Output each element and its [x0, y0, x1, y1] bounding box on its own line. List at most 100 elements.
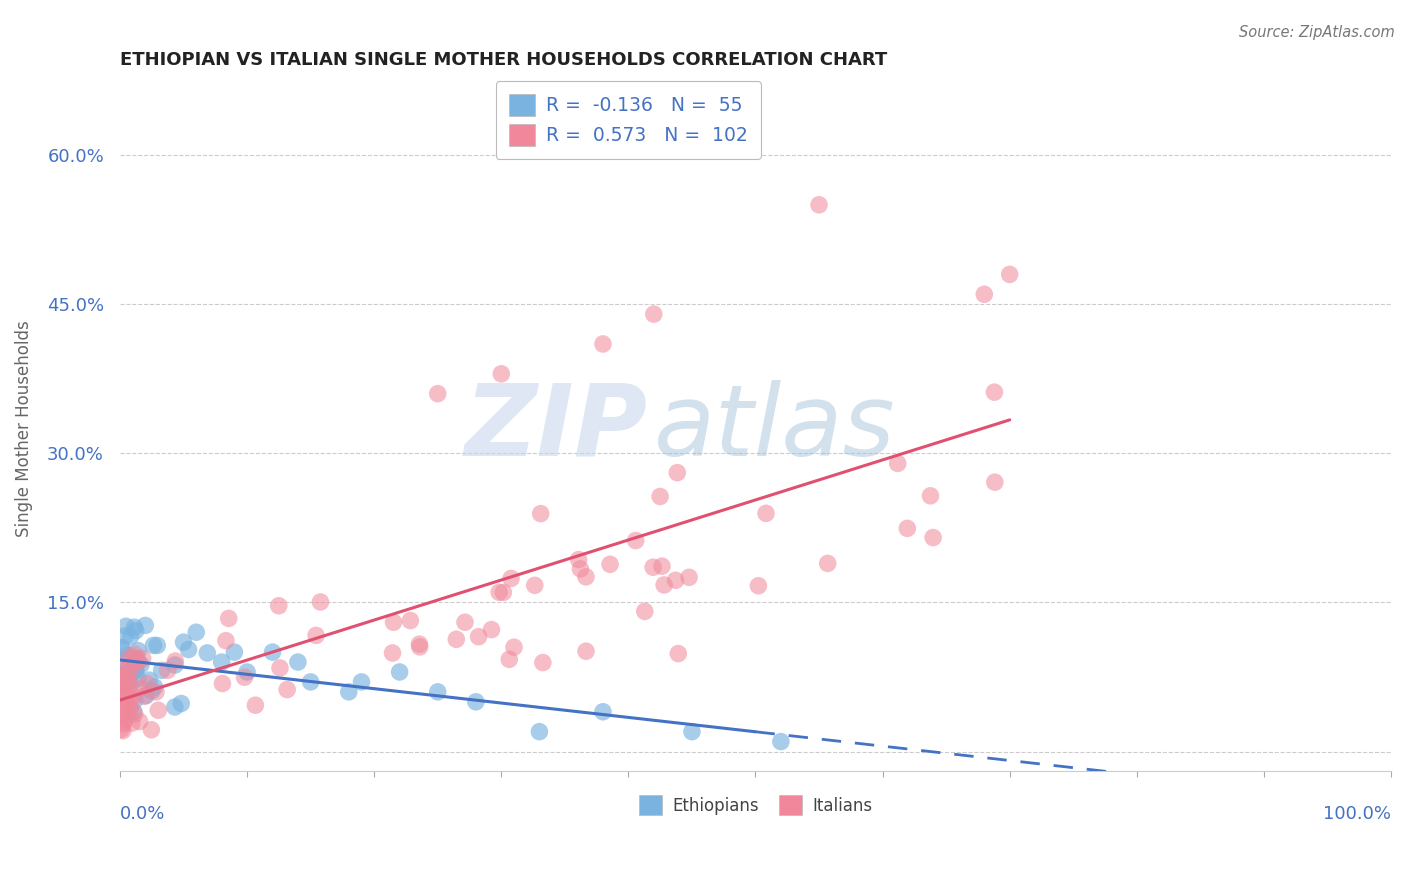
Point	[984, 475, 1007, 490]
Point	[575, 570, 598, 584]
Point	[124, 707, 146, 722]
Point	[110, 666, 132, 681]
Point	[467, 630, 489, 644]
Point	[236, 665, 259, 679]
Point	[299, 675, 322, 690]
Point	[643, 307, 665, 321]
Point	[138, 673, 160, 688]
Point	[523, 578, 546, 592]
Point	[114, 697, 136, 711]
Point	[651, 559, 673, 574]
Point	[399, 614, 422, 628]
Point	[568, 552, 591, 566]
Point	[115, 668, 138, 682]
Text: Source: ZipAtlas.com: Source: ZipAtlas.com	[1239, 25, 1395, 40]
Point	[125, 664, 148, 678]
Text: 100.0%: 100.0%	[1323, 805, 1391, 823]
Point	[115, 709, 138, 723]
Point	[120, 667, 142, 681]
Point	[141, 723, 163, 737]
Point	[922, 531, 945, 545]
Point	[165, 654, 187, 668]
Point	[128, 655, 150, 669]
Point	[305, 628, 328, 642]
Point	[115, 698, 138, 713]
Point	[599, 558, 621, 572]
Point	[492, 585, 515, 599]
Point	[426, 685, 449, 699]
Point	[110, 698, 132, 713]
Point	[337, 685, 360, 699]
Point	[224, 645, 246, 659]
Point	[145, 685, 167, 699]
Point	[110, 641, 132, 656]
Point	[531, 656, 554, 670]
Point	[446, 632, 468, 647]
Point	[148, 703, 170, 717]
Point	[117, 661, 139, 675]
Point	[381, 646, 404, 660]
Point	[163, 657, 186, 672]
Text: ETHIOPIAN VS ITALIAN SINGLE MOTHER HOUSEHOLDS CORRELATION CHART: ETHIOPIAN VS ITALIAN SINGLE MOTHER HOUSE…	[120, 51, 887, 69]
Point	[112, 717, 135, 731]
Point	[111, 723, 134, 738]
Point	[118, 690, 141, 705]
Point	[131, 651, 153, 665]
Point	[118, 701, 141, 715]
Point	[218, 611, 240, 625]
Point	[245, 698, 267, 713]
Point	[114, 695, 136, 709]
Point	[973, 287, 995, 301]
Point	[747, 579, 769, 593]
Point	[121, 659, 143, 673]
Point	[120, 700, 142, 714]
Point	[267, 599, 290, 613]
Point	[488, 585, 510, 599]
Point	[110, 688, 132, 702]
Point	[129, 657, 152, 672]
Point	[529, 724, 551, 739]
Point	[426, 386, 449, 401]
Point	[665, 574, 688, 588]
Point	[135, 689, 157, 703]
Point	[503, 640, 526, 655]
Point	[464, 695, 486, 709]
Point	[491, 367, 513, 381]
Point	[652, 578, 675, 592]
Point	[112, 677, 135, 691]
Point	[110, 722, 132, 736]
Point	[115, 689, 138, 703]
Point	[121, 716, 143, 731]
Point	[211, 655, 233, 669]
Point	[592, 337, 614, 351]
Point	[498, 652, 520, 666]
Point	[127, 643, 149, 657]
Point	[287, 655, 309, 669]
Point	[269, 661, 291, 675]
Point	[276, 682, 298, 697]
Point	[887, 457, 910, 471]
Point	[124, 620, 146, 634]
Point	[817, 557, 839, 571]
Point	[118, 679, 141, 693]
Point	[120, 677, 142, 691]
Point	[648, 490, 671, 504]
Point	[409, 640, 432, 654]
Point	[681, 724, 703, 739]
Point	[678, 570, 700, 584]
Point	[156, 663, 179, 677]
Point	[128, 714, 150, 729]
Point	[114, 667, 136, 681]
Point	[170, 697, 193, 711]
Point	[920, 489, 942, 503]
Point	[146, 639, 169, 653]
Point	[233, 670, 256, 684]
Point	[114, 662, 136, 676]
Point	[143, 680, 166, 694]
Point	[117, 673, 139, 688]
Point	[124, 693, 146, 707]
Point	[569, 562, 592, 576]
Point	[110, 676, 132, 690]
Point	[132, 690, 155, 704]
Point	[110, 666, 132, 681]
